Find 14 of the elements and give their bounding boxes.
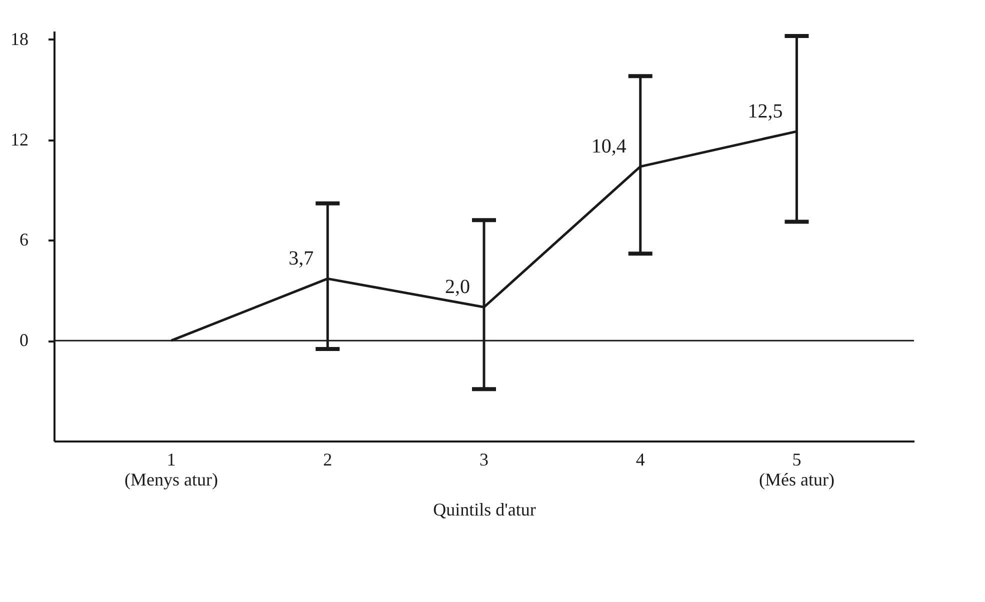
- y-tick-label: 6: [20, 230, 28, 250]
- data-label: 2,0: [445, 276, 470, 298]
- x-tick-label: 4: [636, 450, 645, 470]
- x-tick-label: 3: [480, 450, 488, 470]
- data-label: 3,7: [288, 248, 314, 270]
- x-axis-title: Quintils d'atur: [433, 500, 536, 520]
- x-tick-label: 2: [323, 450, 332, 470]
- data-label: 12,5: [748, 100, 783, 122]
- y-tick-label: 0: [20, 330, 28, 350]
- y-tick-label: 18: [10, 28, 28, 49]
- y-tick-label: 12: [10, 129, 28, 150]
- x-tick-label: 5 (Més atur): [758, 450, 834, 490]
- x-tick-label: 1 (Menys atur): [124, 450, 218, 490]
- data-label: 10,4: [591, 136, 626, 158]
